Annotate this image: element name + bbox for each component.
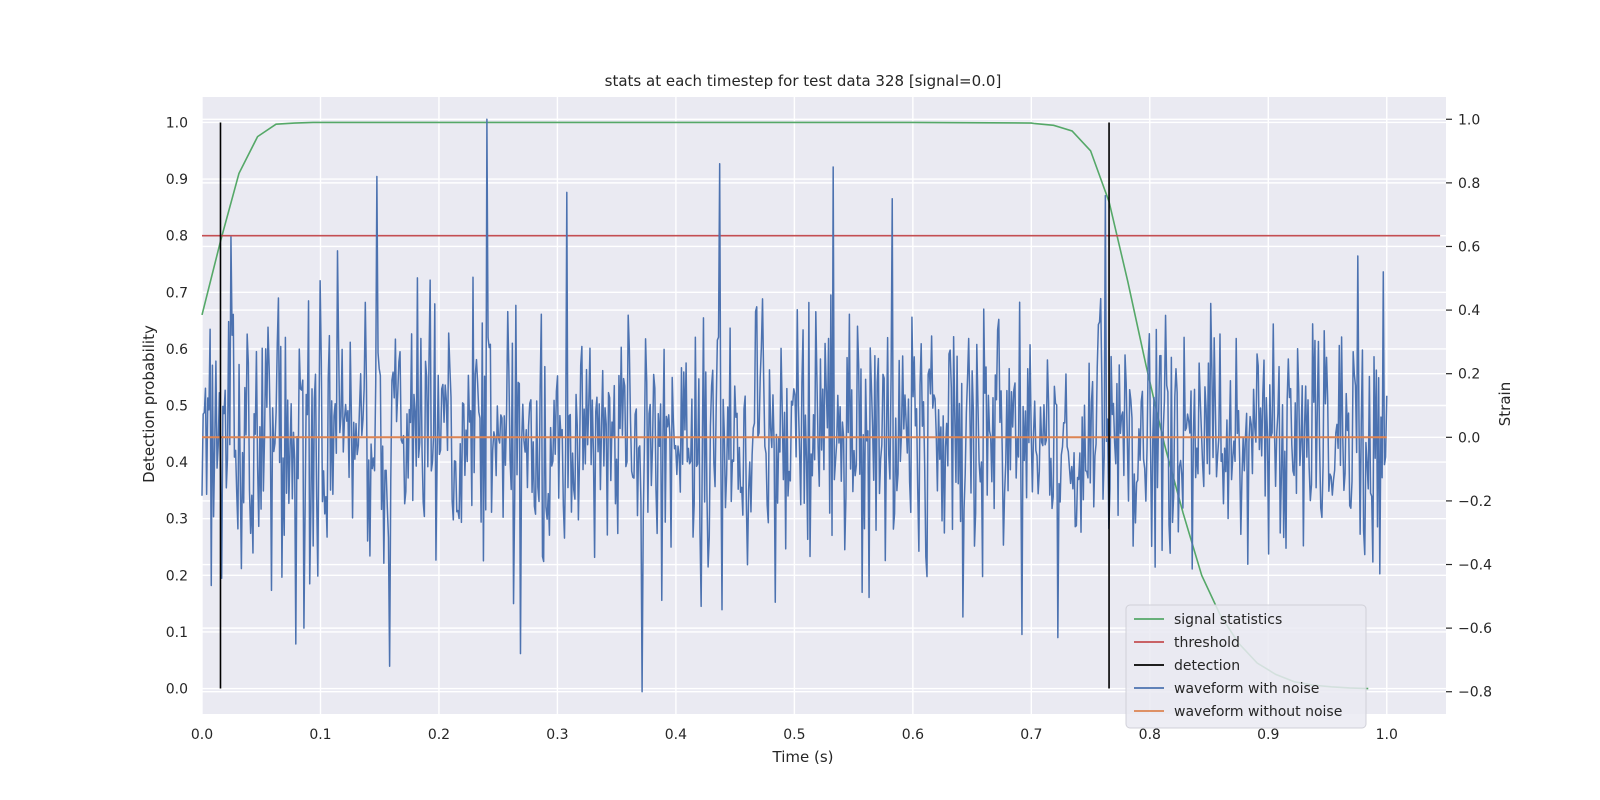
x-tick-label: 0.6: [902, 727, 924, 743]
legend-item: signal statistics: [1134, 612, 1282, 628]
y-tick-label: 0.2: [166, 568, 188, 584]
legend-label: detection: [1174, 658, 1240, 674]
x-tick-label: 0.7: [1020, 727, 1042, 743]
legend-label: threshold: [1174, 635, 1240, 651]
legend-label: signal statistics: [1174, 612, 1282, 628]
x-tick-label: 0.2: [428, 727, 450, 743]
y2-tick-label: 0.8: [1458, 176, 1480, 192]
legend-item: detection: [1134, 658, 1240, 674]
x-axis-label: Time (s): [772, 748, 834, 766]
x-tick-label: 0.9: [1257, 727, 1279, 743]
legend-label: waveform with noise: [1174, 681, 1319, 697]
legend-item: waveform with noise: [1134, 681, 1319, 697]
legend: signal statistics threshold detection wavef…: [1125, 604, 1367, 729]
y-tick-label: 0.4: [166, 455, 188, 471]
legend-label: waveform without noise: [1174, 704, 1342, 720]
x-tick-label: 1.0: [1376, 727, 1398, 743]
x-axis-ticks: 0.0 0.1 0.2 0.3 0.4 0.5 0.6 0.7 0.8 0.9 1.0: [191, 727, 1398, 743]
y2-tick-label: 0.2: [1458, 367, 1480, 383]
legend-item: threshold: [1134, 635, 1240, 651]
y-tick-label: 0.3: [166, 512, 188, 528]
x-tick-label: 0.3: [546, 727, 568, 743]
y-tick-label: 0.7: [166, 285, 188, 301]
y-tick-label: 0.9: [166, 172, 188, 188]
x-tick-label: 0.5: [783, 727, 805, 743]
y2-tick-label: 0.4: [1458, 303, 1480, 319]
x-tick-label: 0.0: [191, 727, 213, 743]
y-tick-label: 0.8: [166, 229, 188, 245]
y-axis-label: Detection probability: [140, 325, 158, 483]
y2-tick-label: −0.6: [1458, 621, 1492, 637]
y-tick-label: 0.1: [166, 625, 188, 641]
y2-tick-label: −0.2: [1458, 494, 1492, 510]
y-tick-label: 0.5: [166, 399, 188, 415]
y2-tick-label: −0.8: [1458, 685, 1492, 701]
y-tick-label: 1.0: [166, 115, 188, 131]
y2-tick-label: 1.0: [1458, 112, 1480, 128]
y2-axis-ticks: −0.8 −0.6 −0.4 −0.2 0.0 0.2 0.4 0.6 0.8 1.0: [1446, 112, 1492, 701]
data-layer: [201, 118, 1441, 693]
y2-axis-label: Strain: [1496, 382, 1514, 426]
series-waveform-with-noise: [201, 118, 1388, 693]
y-tick-label: 0.0: [166, 682, 188, 698]
y2-tick-label: 0.0: [1458, 430, 1480, 446]
x-tick-label: 0.8: [1139, 727, 1161, 743]
x-tick-label: 0.1: [309, 727, 331, 743]
legend-item: waveform without noise: [1134, 704, 1342, 720]
y2-tick-label: 0.6: [1458, 239, 1480, 255]
legend-box: [1125, 604, 1367, 729]
y-tick-label: 0.6: [166, 342, 188, 358]
y2-tick-label: −0.4: [1458, 558, 1492, 574]
y-axis-ticks: 0.0 0.1 0.2 0.3 0.4 0.5 0.6 0.7 0.8 0.9 1.0: [166, 115, 188, 697]
x-tick-label: 0.4: [665, 727, 687, 743]
chart-title: stats at each timestep for test data 328…: [605, 72, 1002, 90]
